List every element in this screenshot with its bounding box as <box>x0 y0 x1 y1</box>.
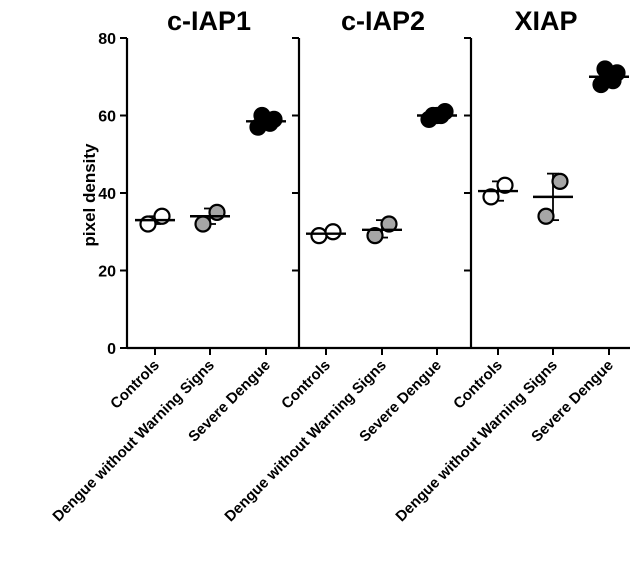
data-point-2-2-4 <box>604 72 622 90</box>
data-point-1-1-1 <box>380 215 398 233</box>
data-point-0-2-4 <box>261 114 279 132</box>
y-tick-label-80: 80 <box>98 31 116 48</box>
data-point-1-1-0 <box>366 227 384 245</box>
y-axis-label: pixel density <box>80 143 99 247</box>
data-point-0-1-0 <box>194 215 212 233</box>
data-point-0-0-1 <box>153 207 171 225</box>
panel-title-2: XIAP <box>514 6 577 36</box>
data-point-0-1-1 <box>208 203 226 221</box>
y-axis: 0 20 40 60 80 <box>98 31 127 358</box>
x-tick-label-0-0: Controls <box>107 357 163 413</box>
y-tick-label-60: 60 <box>98 109 116 126</box>
data-point-2-0-0 <box>482 188 500 206</box>
y-tick-label-40: 40 <box>98 186 116 203</box>
x-tick-label-1-0: Controls <box>278 357 334 413</box>
data-point-2-1-0 <box>537 207 555 225</box>
data-point-2-1-1 <box>551 172 569 190</box>
data-point-1-0-1 <box>324 223 342 241</box>
data-point-1-0-0 <box>310 227 328 245</box>
y-tick-label-20: 20 <box>98 264 116 281</box>
panel-title-0: c-IAP1 <box>167 6 251 36</box>
data-point-0-0-0 <box>139 215 157 233</box>
x-tick-label-2-0: Controls <box>450 357 506 413</box>
y-tick-label-0: 0 <box>107 341 116 358</box>
panel-title-1: c-IAP2 <box>341 6 425 36</box>
data-point-2-0-1 <box>496 176 514 194</box>
